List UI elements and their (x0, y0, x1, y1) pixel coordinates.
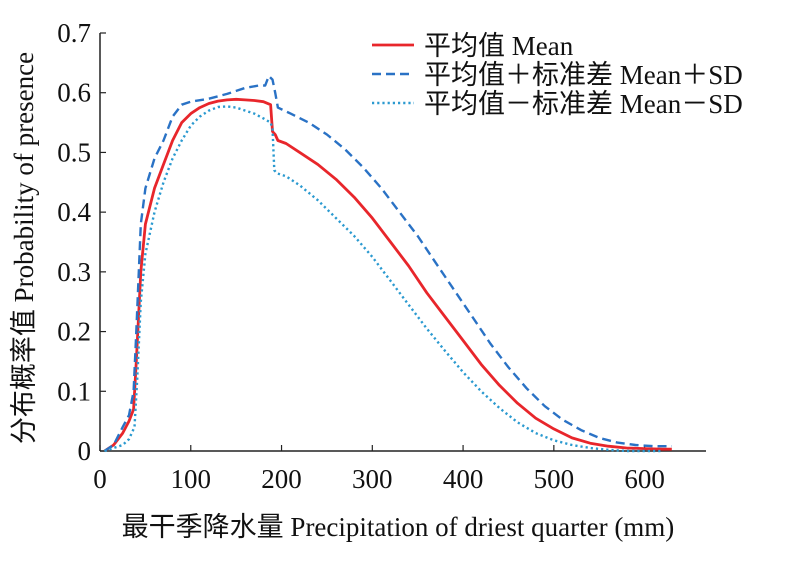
series-line-2 (104, 105, 663, 453)
x-tick-label: 500 (534, 464, 575, 494)
x-tick-label: 400 (443, 464, 484, 494)
x-axis-title: 最干季降水量 Precipitation of driest quarter (… (122, 512, 675, 542)
x-tick-label: 300 (352, 464, 393, 494)
axes: 0 100 200 300 400 500 600 0 0.1 0.2 0.3 0.4 0.5 0.6 0.… (57, 18, 706, 494)
y-tick-label: 0.3 (57, 257, 91, 287)
plot-lines (103, 74, 672, 453)
y-tick-label: 0 (78, 436, 92, 466)
series-line-1 (103, 74, 672, 453)
legend-label: 平均值＋标准差 Mean＋SD (424, 60, 743, 90)
y-axis-title: 分布概率值 Probability of presence (9, 52, 39, 444)
y-tick-label: 0.4 (57, 197, 91, 227)
x-tick-label: 100 (171, 464, 212, 494)
x-tick-label: 600 (624, 464, 665, 494)
series-line-0 (103, 97, 672, 453)
y-tick-label: 0.1 (57, 376, 91, 406)
y-tick-label: 0.7 (57, 18, 91, 48)
x-tick-label: 200 (261, 464, 302, 494)
legend-label: 平均值 Mean (424, 31, 574, 61)
legend-label: 平均值－标准差 Mean－SD (424, 89, 743, 119)
y-tick-label: 0.6 (57, 78, 91, 108)
x-tick-label: 0 (93, 464, 107, 494)
y-tick-label: 0.2 (57, 317, 91, 347)
y-tick-label: 0.5 (57, 137, 91, 167)
